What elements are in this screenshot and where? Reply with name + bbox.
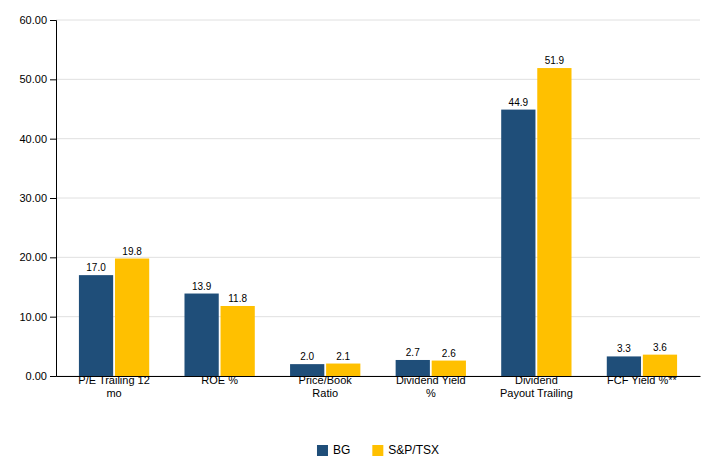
tick-label: P/E Trailing 12mo: [78, 374, 150, 399]
legend-item: BG: [317, 443, 350, 457]
y-tick: 50.00: [19, 73, 56, 85]
x-tick: Price/BookRatio: [299, 374, 353, 399]
data-label: 44.9: [509, 97, 529, 108]
tick-mark: [50, 317, 56, 318]
tick-label: FCF Yield %**: [607, 374, 677, 386]
data-label: 13.9: [192, 281, 212, 292]
tick-mark: [50, 139, 56, 140]
data-label: 2.6: [442, 348, 456, 359]
axis-line: [57, 376, 701, 377]
bar: [501, 110, 535, 376]
x-tick: FCF Yield %**: [607, 374, 677, 386]
tick-label: 0.00: [26, 370, 47, 382]
data-label: 3.6: [653, 342, 667, 353]
axis-line: [50, 21, 57, 377]
grid-line: [56, 198, 700, 199]
tick-label: ROE %: [201, 374, 238, 386]
tick-mark: [50, 79, 56, 80]
tick-mark: [50, 198, 56, 199]
data-labels: 17.0 13.9 2.0 2.7 44.9 3.3 19.8 11.8 2.1 2.6 51.9 3…: [86, 55, 667, 362]
y-tick: 30.00: [19, 192, 56, 204]
grid: [56, 20, 700, 376]
y-tick: 20.00: [19, 251, 56, 263]
tick-label: 10.00: [19, 311, 47, 323]
tick-label: 40.00: [19, 133, 47, 145]
tick-mark: [50, 257, 56, 258]
data-label: 51.9: [545, 55, 565, 66]
y-tick: 40.00: [19, 133, 56, 145]
tick-label: 60.00: [19, 14, 47, 26]
legend-label: S&P/TSX: [388, 443, 439, 457]
grid-line: [56, 376, 700, 377]
grid-line: [56, 20, 700, 21]
data-label: 19.8: [122, 246, 142, 257]
grid-line: [56, 257, 700, 258]
legend-label: BG: [333, 443, 350, 457]
legend-item: S&P/TSX: [372, 443, 439, 457]
grid-line: [56, 138, 700, 139]
y-tick: 60.00: [19, 14, 56, 26]
bar: [537, 68, 571, 376]
data-label: 11.8: [228, 293, 247, 304]
tick-label: 50.00: [19, 73, 47, 85]
data-label: 3.3: [617, 343, 631, 354]
x-tick: Dividend Yield%: [396, 374, 466, 399]
bar-series: [115, 68, 677, 376]
tick-label: 20.00: [19, 251, 47, 263]
bar: [643, 355, 677, 376]
grid-line: [56, 79, 700, 80]
data-label: 2.7: [406, 347, 420, 358]
bar: [184, 294, 218, 376]
chart: 0.00 10.00 20.00 30.00 40.00 50.00 60.00 17.0 13…: [0, 0, 720, 476]
tick-mark: [50, 20, 56, 21]
x-axis: P/E Trailing 12mo ROE % Price/BookRatio Div…: [57, 374, 701, 399]
tick-label: 30.00: [19, 192, 47, 204]
legend-swatch: [317, 445, 328, 456]
data-label: 17.0: [86, 262, 106, 273]
tick-label: Dividend Yield%: [396, 374, 466, 399]
legend: BG S&P/TSX: [317, 443, 439, 457]
bar: [221, 306, 255, 376]
x-tick: ROE %: [201, 374, 238, 386]
plot: 0.00 10.00 20.00 30.00 40.00 50.00 60.00 17.0 13…: [19, 14, 700, 399]
bar: [115, 259, 149, 376]
grid-line: [56, 316, 700, 317]
data-label: 2.0: [300, 351, 314, 362]
tick-mark: [50, 376, 56, 377]
tick-label: Price/BookRatio: [299, 374, 353, 399]
tick-label: DividendPayout Trailing: [500, 374, 573, 399]
bar: [79, 275, 113, 376]
y-axis: 0.00 10.00 20.00 30.00 40.00 50.00 60.00: [19, 14, 56, 382]
x-tick: P/E Trailing 12mo: [78, 374, 150, 399]
data-label: 2.1: [336, 351, 350, 362]
x-tick: DividendPayout Trailing: [500, 374, 573, 399]
legend-swatch: [372, 445, 383, 456]
bars: [79, 68, 677, 376]
y-tick: 10.00: [19, 311, 56, 323]
y-tick: 0.00: [26, 370, 56, 382]
